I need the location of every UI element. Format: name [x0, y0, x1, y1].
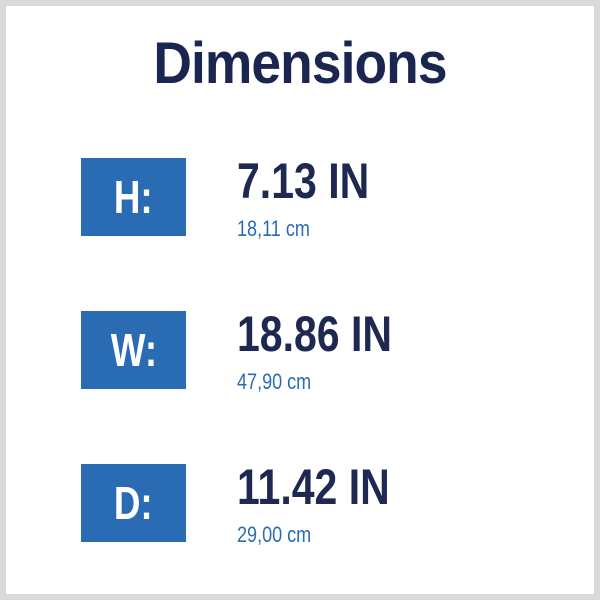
dimension-row-height: H: 7.13 IN 18,11 cm	[0, 153, 600, 248]
label-badge: H:	[81, 158, 186, 236]
label-text: H:	[114, 171, 153, 223]
value-inches: 18.86 IN	[237, 306, 392, 362]
value-cm: 29,00 cm	[237, 522, 312, 547]
label-text: D:	[114, 477, 153, 529]
label-badge: D:	[81, 464, 186, 542]
dimension-row-depth: D: 11.42 IN 29,00 cm	[0, 459, 600, 554]
label-badge: W:	[81, 311, 186, 389]
label-text: W:	[110, 324, 157, 376]
value-cm: 47,90 cm	[237, 369, 312, 394]
value-cm: 18,11 cm	[237, 216, 310, 241]
dimension-row-width: W: 18.86 IN 47,90 cm	[0, 306, 600, 401]
page-title: Dimensions	[153, 31, 447, 96]
value-inches: 11.42 IN	[237, 459, 390, 515]
value-inches: 7.13 IN	[237, 153, 370, 209]
